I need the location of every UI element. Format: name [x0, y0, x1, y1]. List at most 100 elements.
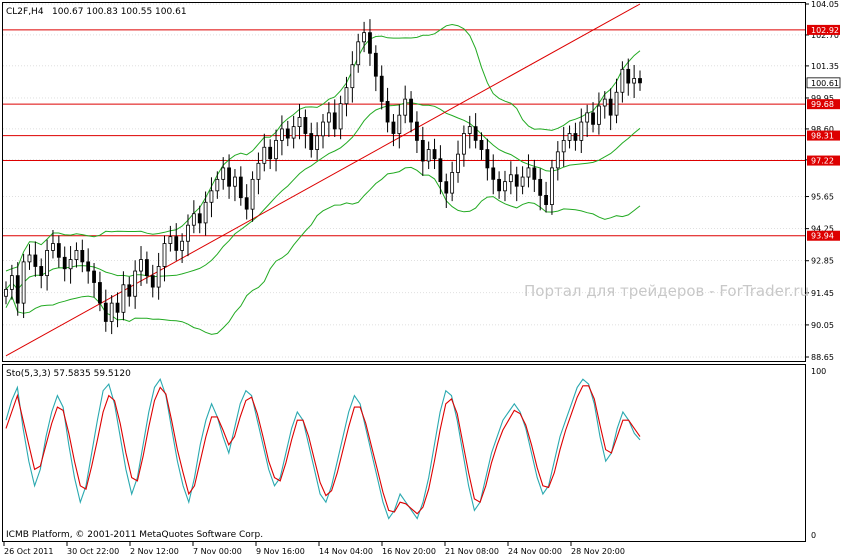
stochastic-tick-label: 100	[811, 367, 826, 376]
last-price-tag	[806, 77, 841, 89]
time-axis: 26 Oct 2011 30 Oct 22:00 2 Nov 12:00 7 Nov …	[3, 541, 625, 556]
candle-body	[150, 275, 155, 288]
time-tick-label: 2 Nov 12:00	[130, 547, 179, 556]
candle-body	[503, 181, 507, 192]
last-price-label: 100.61	[811, 79, 839, 88]
candle-body	[92, 270, 96, 283]
candle-body	[415, 121, 419, 141]
candle-body	[614, 91, 619, 116]
price-tick-label: 98.60	[811, 125, 834, 134]
time-tick-label: 21 Nov 08:00	[445, 547, 499, 556]
time-tick-label: 9 Nov 16:00	[256, 547, 305, 556]
stochastic-axis: 100 0	[811, 367, 826, 540]
price-axis: 104.05102.70101.3599.9598.6097.2595.6594…	[806, 0, 839, 362]
candle-body	[638, 78, 642, 84]
candle-body	[491, 167, 496, 180]
candle-body	[561, 139, 566, 153]
level-tag-label: 99.68	[811, 100, 834, 109]
level-tag	[807, 24, 840, 35]
candle-body	[297, 117, 302, 128]
candle-body	[215, 178, 220, 192]
price-tick-label: 90.05	[811, 321, 834, 330]
candle-body	[174, 236, 179, 251]
candle-body	[80, 250, 85, 263]
time-tick-label: 7 Nov 00:00	[193, 547, 242, 556]
candle-body	[626, 68, 631, 84]
candle-body	[608, 98, 613, 116]
candle-body	[479, 139, 484, 150]
candle-body	[385, 101, 390, 123]
level-tag	[807, 99, 840, 110]
level-tag-label: 97.22	[811, 157, 834, 166]
candle-body	[238, 176, 243, 199]
candle-body	[555, 151, 560, 169]
candle-body	[315, 135, 320, 150]
price-tick-label: 99.95	[811, 94, 834, 103]
candle-body	[362, 32, 366, 43]
candle-body	[33, 254, 38, 267]
candle-body	[139, 259, 143, 272]
candle-body	[68, 259, 73, 270]
candle-body	[227, 167, 231, 187]
candlesticks	[4, 19, 642, 335]
candle-body	[303, 117, 308, 134]
candle-body	[274, 139, 278, 160]
candle-body	[368, 32, 372, 54]
candle-body	[444, 181, 449, 194]
candle-body	[321, 121, 325, 137]
level-tags: 102.92 99.68 98.31 97.22 93.94 100.61	[806, 24, 841, 241]
candle-body	[338, 103, 343, 130]
watermark: Портал для трейдеров - ForTrader.ru	[524, 282, 809, 300]
candle-body	[98, 282, 102, 304]
candle-body	[409, 98, 413, 123]
candle-body	[420, 139, 425, 162]
candle-body	[403, 98, 408, 116]
time-tick-label: 24 Nov 00:00	[508, 547, 562, 556]
candle-body	[180, 240, 185, 251]
candle-body	[567, 133, 572, 141]
price-tick-label: 88.65	[811, 353, 834, 362]
price-tick-label: 91.45	[811, 289, 834, 298]
stochastic-tick-label: 0	[811, 531, 816, 540]
candle-body	[51, 243, 55, 251]
candle-body	[473, 126, 478, 141]
price-tick-label: 94.25	[811, 225, 834, 234]
candle-body	[62, 256, 67, 270]
candle-body	[426, 149, 431, 162]
candle-body	[379, 75, 384, 102]
stochastic-signal-line	[5, 385, 641, 515]
copyright-footer: ICMB Platform, © 2001-2011 MetaQuotes So…	[6, 530, 263, 540]
candle-body	[620, 68, 625, 93]
candle-body	[485, 149, 490, 169]
candle-body	[632, 78, 637, 84]
candle-body	[285, 128, 290, 139]
candle-body	[526, 167, 531, 178]
candle-body	[121, 284, 126, 313]
candle-body	[197, 213, 202, 224]
candle-body	[268, 146, 273, 160]
time-tick-label: 16 Nov 20:00	[382, 547, 436, 556]
candle-body	[467, 126, 472, 134]
candle-body	[291, 126, 296, 139]
candle-body	[456, 153, 460, 173]
candle-body	[350, 64, 355, 89]
time-tick-label: 28 Nov 20:00	[571, 547, 625, 556]
stochastic-lines	[5, 377, 641, 520]
candle-body	[391, 121, 396, 134]
candle-body	[602, 98, 607, 107]
candle-body	[162, 243, 167, 267]
candle-body	[591, 112, 595, 125]
price-tick-label: 102.70	[811, 31, 839, 40]
candle-body	[514, 174, 519, 187]
candle-body	[520, 176, 525, 187]
candle-body	[45, 250, 49, 277]
level-tag-label: 98.31	[811, 132, 834, 141]
candle-body	[256, 162, 261, 180]
candle-body	[144, 259, 149, 277]
candle-body	[597, 105, 601, 125]
candle-body	[508, 174, 513, 183]
time-tick-label: 26 Oct 2011	[4, 547, 53, 556]
candle-body	[244, 197, 249, 210]
level-tag	[807, 130, 840, 141]
